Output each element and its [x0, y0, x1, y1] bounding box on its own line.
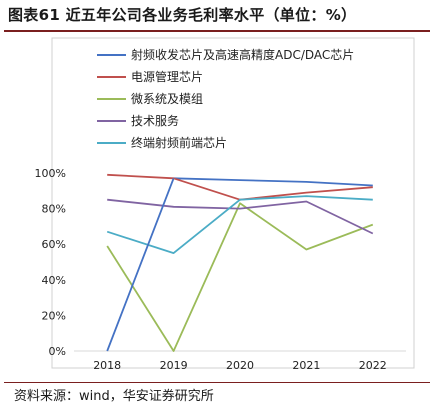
source-note: 资料来源：wind，华安证券研究所: [14, 389, 214, 404]
x-tick-label: 2018: [93, 359, 121, 372]
legend-label-1: 射频收发芯片及高速高精度ADC/DAC芯片: [131, 47, 354, 62]
y-tick-label: 80%: [42, 203, 66, 216]
y-tick-label: 60%: [42, 238, 66, 251]
figure-title: 图表61 近五年公司各业务毛利率水平（单位：%）: [8, 6, 357, 24]
y-tick-label: 0%: [49, 345, 66, 358]
title-rule: [4, 30, 430, 32]
legend-label-2: 电源管理芯片: [131, 69, 203, 84]
x-tick-label: 2021: [292, 359, 320, 372]
chart-legend: 射频收发芯片及高速高精度ADC/DAC芯片电源管理芯片微系统及模组技术服务终端射…: [97, 47, 354, 150]
legend-label-4: 技术服务: [131, 113, 179, 128]
series-line-4: [107, 198, 374, 235]
series-line-1: [173, 177, 373, 187]
x-tick-label: 2022: [359, 359, 387, 372]
x-tick-label: 2020: [226, 359, 254, 372]
y-tick-label: 40%: [42, 274, 66, 287]
legend-label-3: 微系统及模组: [131, 92, 203, 106]
chart-series: [106, 173, 374, 352]
series-line-3: [106, 202, 374, 352]
legend-label-5: 终端射频前端芯片: [131, 135, 227, 150]
series-line-5: [106, 195, 373, 255]
y-tick-label: 20%: [42, 309, 66, 322]
chart-border: [51, 37, 415, 369]
source-rule: [4, 382, 430, 383]
series-line-2: [107, 173, 373, 201]
x-tick-label: 2019: [160, 359, 188, 372]
y-tick-label: 100%: [35, 167, 66, 180]
series-1-extra-segment: [106, 178, 175, 352]
chart-axes: 0% 20% 40% 60% 80% 100% 2018 2019 2020 2021 2022: [35, 167, 406, 372]
